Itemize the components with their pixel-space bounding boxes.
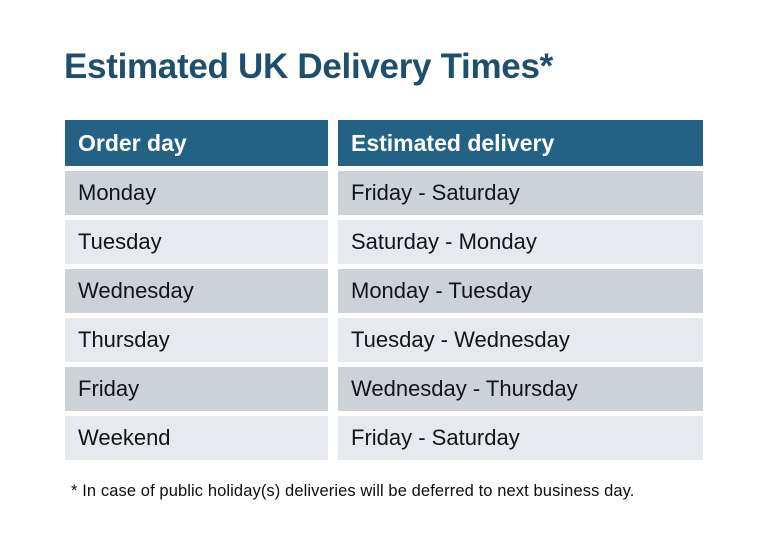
column-header-estimated-delivery: Estimated delivery <box>338 120 703 166</box>
page-title: Estimated UK Delivery Times* <box>64 47 553 86</box>
public-holiday-footnote: * In case of public holiday(s) deliverie… <box>71 482 635 500</box>
delivery-times-table: Order day Estimated delivery Monday Frid… <box>65 120 703 460</box>
table-cell-order-day: Tuesday <box>65 220 328 264</box>
table-cell-order-day: Friday <box>65 367 328 411</box>
table-cell-order-day: Weekend <box>65 416 328 460</box>
table-cell-order-day: Wednesday <box>65 269 328 313</box>
table-cell-estimated-delivery: Wednesday - Thursday <box>338 367 703 411</box>
table-cell-estimated-delivery: Tuesday - Wednesday <box>338 318 703 362</box>
table-cell-estimated-delivery: Friday - Saturday <box>338 416 703 460</box>
table-cell-estimated-delivery: Friday - Saturday <box>338 171 703 215</box>
column-header-order-day: Order day <box>65 120 328 166</box>
table-cell-order-day: Monday <box>65 171 328 215</box>
table-cell-estimated-delivery: Monday - Tuesday <box>338 269 703 313</box>
table-cell-order-day: Thursday <box>65 318 328 362</box>
table-cell-estimated-delivery: Saturday - Monday <box>338 220 703 264</box>
